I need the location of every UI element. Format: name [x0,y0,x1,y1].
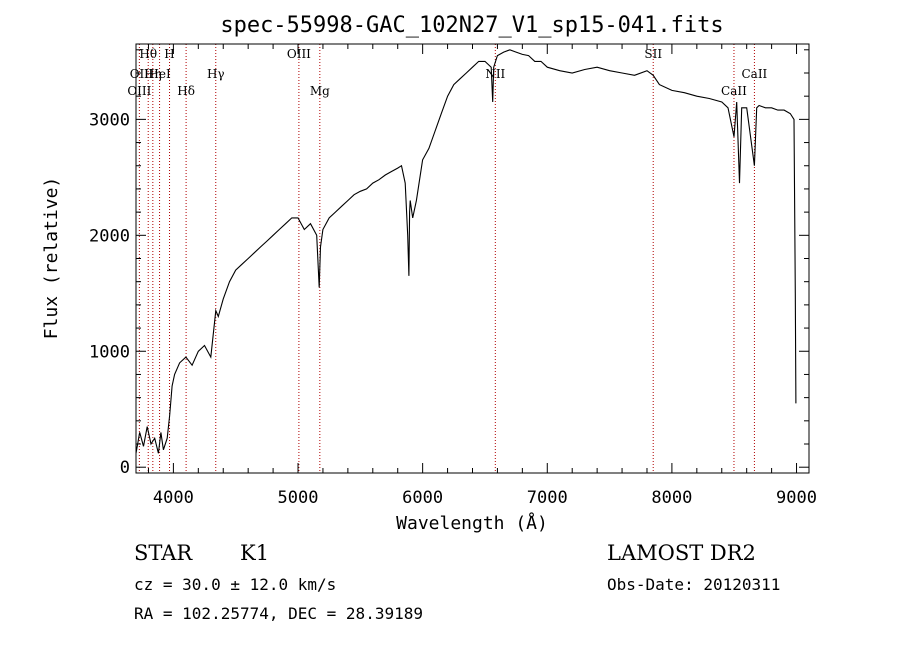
line-marker-label: OII [130,67,150,81]
emission-line-markers [138,44,755,473]
spectrum-line [135,49,797,454]
line-marker-label: HeI [148,67,171,81]
line-marker-label: Hη [144,67,162,81]
y-tick-label: 2000 [89,226,130,246]
line-marker-label: Hθ [139,47,157,61]
x-tick-label: 9000 [776,488,817,508]
line-marker-label: CaII [721,84,747,98]
line-marker-label: CaII [741,67,767,81]
line-marker-label: Mg [310,84,330,98]
x-tick-label: 7000 [527,488,568,508]
x-tick-label: 8000 [651,488,692,508]
redshift-text: cz = 30.0 ± 12.0 km/s [134,575,336,594]
line-marker-label: NII [485,67,505,81]
obs-date: Obs-Date: 20120311 [607,575,780,594]
line-marker-label: OIII [127,84,151,98]
coordinates: RA = 102.25774, DEC = 28.39189 [134,604,423,623]
line-marker-label: Hδ [177,84,195,98]
line-marker-label: SII [644,47,662,61]
line-marker-label: Hγ [207,67,225,81]
chart-title: spec-55998-GAC_102N27_V1_sp15-041.fits [220,13,723,38]
line-marker-label: OIII [287,47,311,61]
y-axis-label: Flux (relative) [41,177,62,340]
x-tick-label: 4000 [153,488,194,508]
tick-labels: 4000 5000 6000 7000 8000 9000 0 1000 2000 3000 [89,110,817,508]
survey-name: LAMOST DR2 [607,541,756,565]
x-tick-label: 5000 [278,488,319,508]
x-tick-label: 6000 [402,488,443,508]
axis-ticks [136,44,809,473]
y-tick-label: 1000 [89,342,130,362]
line-marker-label: H [164,47,174,61]
y-tick-label: 0 [120,458,130,478]
plot-frame [135,43,810,474]
y-tick-label: 3000 [89,110,130,130]
object-subclass: K1 [240,541,269,565]
x-axis-label: Wavelength (Å) [396,512,548,534]
object-class: STAR [134,541,193,565]
